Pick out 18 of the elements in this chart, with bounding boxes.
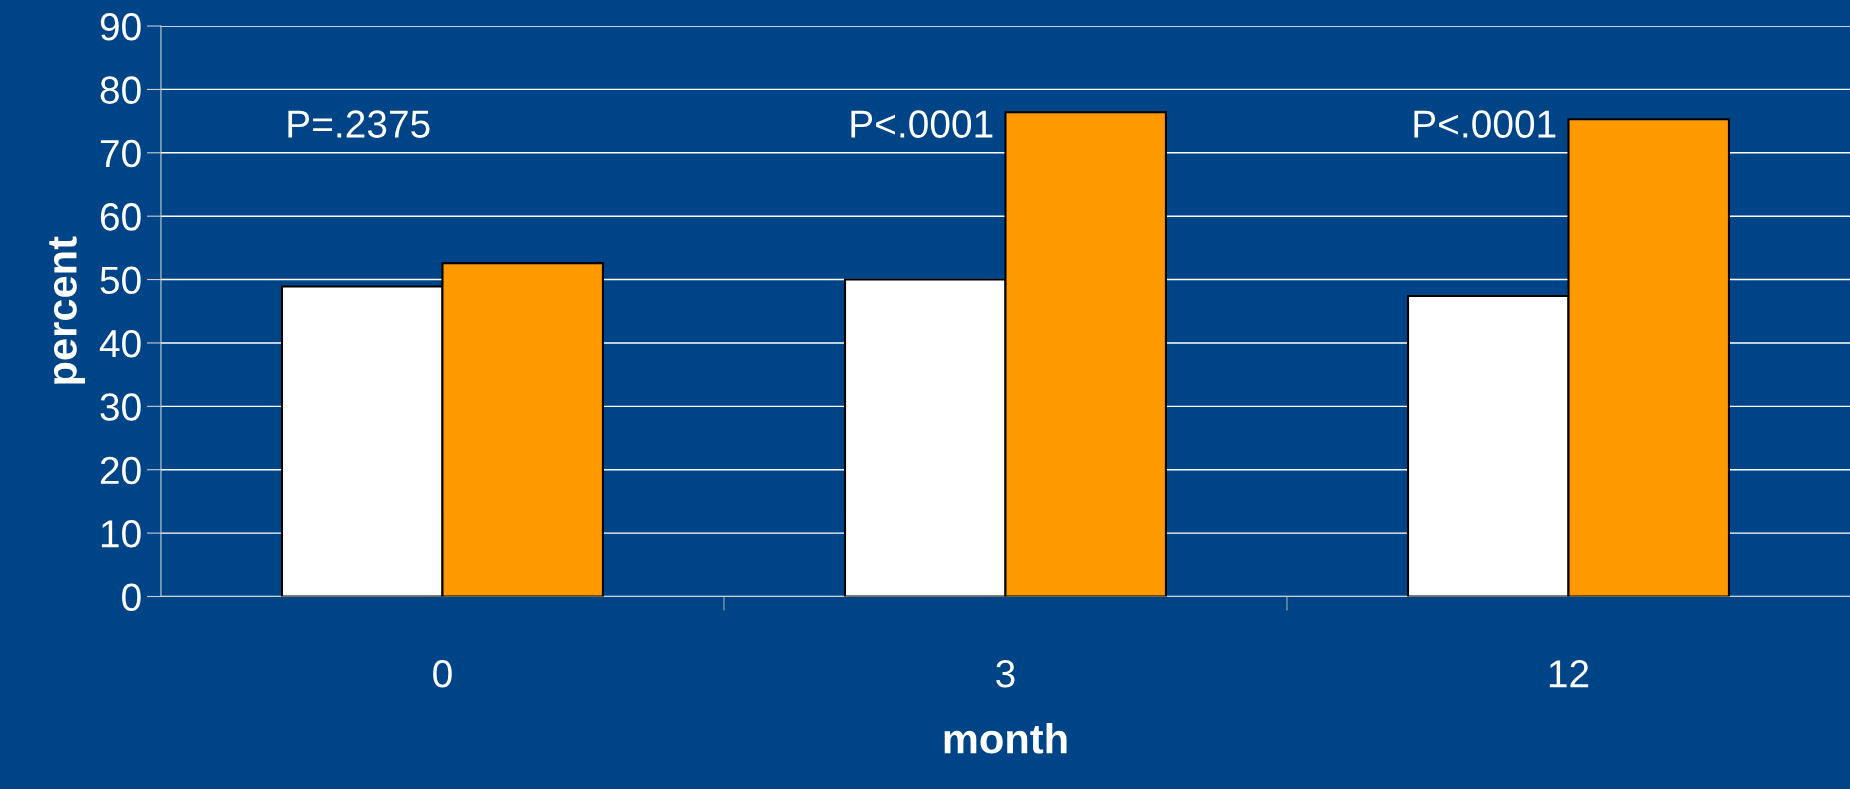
- x-tick-label: 0: [433, 660, 452, 688]
- y-tick-label: 40: [99, 329, 141, 358]
- x-axis-title: month: [944, 723, 1067, 754]
- y-tick-label: 0: [122, 583, 141, 611]
- annotation: P=.2375: [288, 110, 430, 138]
- x-tick-label: 3: [996, 660, 1015, 688]
- y-tick-label: 50: [100, 266, 141, 295]
- y-tick-label: 30: [100, 393, 141, 421]
- y-tick-label: 20: [100, 456, 141, 485]
- y-tick-label: 80: [100, 76, 141, 104]
- annotation: P<.0001: [851, 110, 993, 138]
- y-tick-label: 60: [100, 203, 141, 231]
- y-tick-label: 90: [100, 12, 141, 41]
- x-tick-label: 12: [1549, 660, 1589, 688]
- y-axis-title: percent: [49, 236, 86, 384]
- annotation: P<.0001: [1414, 110, 1556, 138]
- y-tick-label: 10: [101, 520, 141, 548]
- y-tick-label: 70: [100, 139, 141, 168]
